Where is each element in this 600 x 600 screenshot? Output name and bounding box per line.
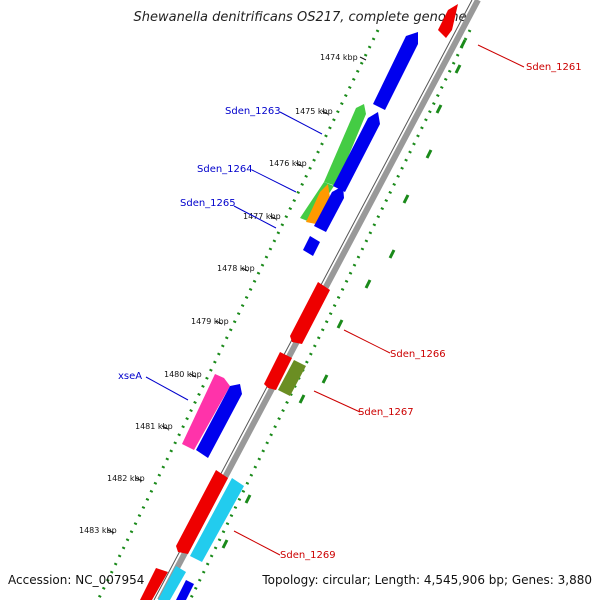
cds-blue-2[interactable]: [333, 112, 380, 192]
tick-label-1482: 1482 kbp: [107, 474, 145, 483]
cds-sden-1261[interactable]: [438, 4, 458, 38]
cds-red-large[interactable]: [176, 470, 228, 554]
gene-label-sden-1266[interactable]: Sden_1266: [390, 349, 446, 360]
cds-blue-bottom[interactable]: [176, 580, 194, 600]
gene-label-sden-1264[interactable]: Sden_1264: [197, 164, 253, 175]
tick-label-1483: 1483 kbp: [79, 526, 117, 535]
cds-blue-3[interactable]: [314, 186, 344, 232]
gene-label-sden-1263[interactable]: Sden_1263: [225, 106, 281, 117]
cds-sden-1263[interactable]: [324, 104, 366, 186]
gene-label-xsea[interactable]: xseA: [118, 371, 142, 382]
gene-label-sden-1269[interactable]: Sden_1269: [280, 550, 336, 561]
tick-label-1478: 1478 kbp: [217, 264, 255, 273]
cds-blue-4[interactable]: [303, 236, 320, 256]
gene-label-sden-1267[interactable]: Sden_1267: [358, 407, 414, 418]
tick-label-1480: 1480 kbp: [164, 370, 202, 379]
forward-label-leaders: [145, 111, 323, 401]
cds-red-small[interactable]: [264, 352, 292, 390]
tick-label-1481: 1481 kbp: [135, 422, 173, 431]
gene-label-sden-1265[interactable]: Sden_1265: [180, 198, 236, 209]
tick-label-1477: 1477 kbp: [243, 212, 281, 221]
cds-blue-5[interactable]: [196, 384, 242, 458]
tick-label-1475: 1475 kbp: [295, 107, 333, 116]
gc-dashes: [221, 39, 467, 549]
cds-sden-1267[interactable]: [278, 360, 306, 396]
genome-summary-text: Topology: circular; Length: 4,545,906 bp…: [262, 573, 592, 587]
tick-label-1479: 1479 kbp: [191, 317, 229, 326]
cds-red-bottom[interactable]: [140, 568, 168, 600]
cds-sden-1265[interactable]: [306, 184, 330, 224]
tick-label-1476: 1476 kbp: [269, 159, 307, 168]
gene-label-sden-1261[interactable]: Sden_1261: [526, 62, 582, 73]
cds-blue-1[interactable]: [373, 32, 418, 110]
cds-sden-1266[interactable]: [290, 282, 330, 344]
cds-cyan-bottom[interactable]: [158, 566, 186, 600]
cds-xsea[interactable]: [182, 374, 230, 450]
reverse-label-leaders: [233, 44, 525, 556]
backbone-ticks: [107, 56, 367, 534]
cds-sden-1269[interactable]: [190, 478, 244, 562]
map-title: Shewanella denitrificans OS217, complete…: [133, 10, 467, 25]
accession-text: Accession: NC_007954: [8, 573, 145, 587]
tick-label-1474: 1474 kbp: [320, 53, 358, 62]
